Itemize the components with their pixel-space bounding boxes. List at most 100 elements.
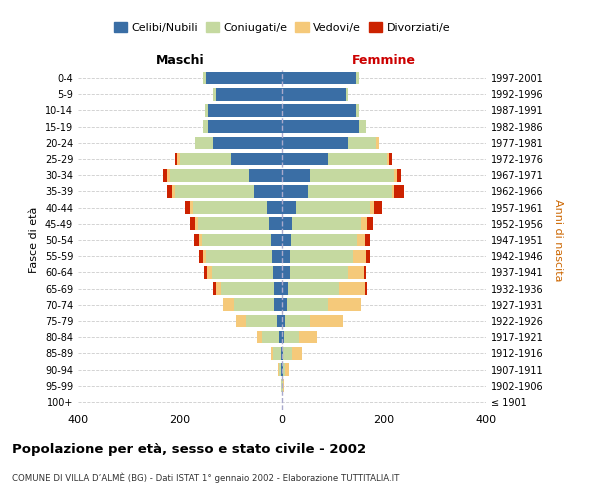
Bar <box>175 185 254 198</box>
Bar <box>203 120 208 133</box>
Bar <box>274 298 282 311</box>
Bar <box>178 152 180 166</box>
Bar <box>204 266 206 278</box>
Legend: Celibi/Nubili, Coniugati/e, Vedovi/e, Divorziati/e: Celibi/Nubili, Coniugati/e, Vedovi/e, Di… <box>109 18 455 37</box>
Bar <box>328 298 361 311</box>
Bar <box>389 152 392 166</box>
Bar <box>282 88 346 101</box>
Bar <box>349 266 364 278</box>
Bar <box>206 104 208 117</box>
Bar <box>196 218 198 230</box>
Bar <box>274 282 282 295</box>
Text: Popolazione per età, sesso e stato civile - 2002: Popolazione per età, sesso e stato civil… <box>12 442 366 456</box>
Bar <box>356 72 359 85</box>
Bar <box>249 169 282 181</box>
Bar <box>199 234 202 246</box>
Bar <box>282 185 308 198</box>
Bar <box>358 234 365 246</box>
Bar <box>267 202 282 214</box>
Bar <box>282 331 284 344</box>
Bar <box>392 185 394 198</box>
Bar <box>198 218 269 230</box>
Bar <box>282 380 283 392</box>
Bar <box>339 282 365 295</box>
Text: COMUNE DI VILLA D’ALMÈ (BG) - Dati ISTAT 1° gennaio 2002 - Elaborazione TUTTITAL: COMUNE DI VILLA D’ALMÈ (BG) - Dati ISTAT… <box>12 472 400 483</box>
Bar <box>282 282 288 295</box>
Bar <box>193 202 267 214</box>
Bar <box>284 314 310 328</box>
Bar <box>216 282 221 295</box>
Bar <box>277 314 282 328</box>
Bar <box>202 234 271 246</box>
Bar <box>231 152 282 166</box>
Bar <box>175 152 178 166</box>
Bar <box>353 250 366 262</box>
Bar <box>281 380 282 392</box>
Bar <box>365 234 370 246</box>
Bar <box>287 298 328 311</box>
Bar <box>257 331 262 344</box>
Bar <box>290 250 353 262</box>
Bar <box>190 202 193 214</box>
Text: Femmine: Femmine <box>352 54 416 66</box>
Y-axis label: Fasce di età: Fasce di età <box>29 207 39 273</box>
Text: Maschi: Maschi <box>155 54 205 66</box>
Bar <box>216 88 282 101</box>
Bar <box>308 185 392 198</box>
Bar <box>284 331 299 344</box>
Bar <box>167 185 172 198</box>
Bar <box>282 169 310 181</box>
Bar <box>206 266 212 278</box>
Bar <box>203 72 206 85</box>
Bar <box>310 169 394 181</box>
Bar <box>247 314 277 328</box>
Bar <box>282 104 356 117</box>
Bar <box>185 202 190 214</box>
Bar <box>282 234 291 246</box>
Bar <box>272 250 282 262</box>
Bar <box>364 266 366 278</box>
Bar <box>394 185 404 198</box>
Bar <box>367 218 373 230</box>
Bar <box>196 136 213 149</box>
Bar <box>282 347 283 360</box>
Bar <box>213 88 216 101</box>
Bar <box>283 380 284 392</box>
Y-axis label: Anni di nascita: Anni di nascita <box>553 198 563 281</box>
Bar <box>296 202 370 214</box>
Bar <box>274 347 281 360</box>
Bar <box>374 202 382 214</box>
Bar <box>290 266 349 278</box>
Bar <box>356 104 359 117</box>
Bar <box>172 185 175 198</box>
Bar <box>223 298 233 311</box>
Bar <box>349 136 376 149</box>
Bar <box>163 169 167 181</box>
Bar <box>394 169 397 181</box>
Bar <box>206 250 272 262</box>
Bar <box>376 136 379 149</box>
Bar <box>292 347 302 360</box>
Bar <box>292 218 361 230</box>
Bar <box>208 104 282 117</box>
Bar <box>282 314 284 328</box>
Bar <box>280 331 282 344</box>
Bar <box>194 234 199 246</box>
Bar <box>328 152 386 166</box>
Bar <box>236 314 247 328</box>
Bar <box>233 298 274 311</box>
Bar <box>281 347 282 360</box>
Bar <box>271 234 282 246</box>
Bar <box>282 136 349 149</box>
Bar <box>213 282 216 295</box>
Bar <box>282 266 290 278</box>
Bar <box>361 218 367 230</box>
Bar <box>206 72 282 85</box>
Bar <box>285 363 289 376</box>
Bar <box>282 202 296 214</box>
Bar <box>269 218 282 230</box>
Bar <box>283 363 285 376</box>
Bar <box>170 169 249 181</box>
Bar <box>213 136 282 149</box>
Bar <box>212 266 273 278</box>
